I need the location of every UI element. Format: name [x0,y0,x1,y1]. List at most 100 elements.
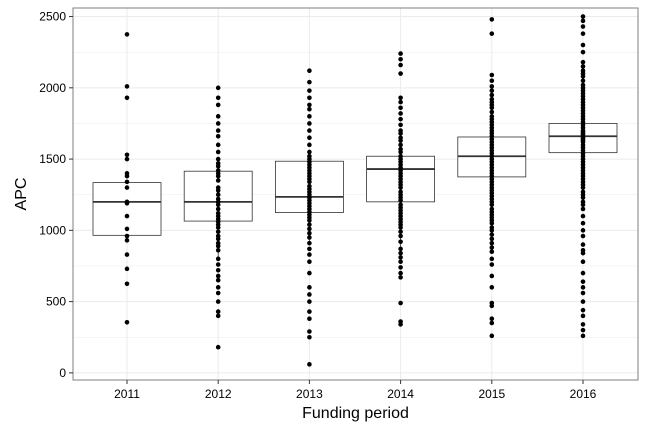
data-point [398,300,403,306]
data-point [398,229,403,235]
data-point [124,266,130,272]
data-point [124,156,130,162]
data-point [580,64,586,69]
data-point [215,114,221,119]
data-point [215,163,221,169]
data-point [307,226,312,232]
data-point [215,173,221,179]
data-point [215,243,221,249]
data-point [307,230,312,236]
data-point [580,327,586,333]
data-point [489,228,495,233]
data-point [124,281,130,287]
boxes [92,123,618,258]
data-point [398,270,403,276]
data-point [489,220,495,226]
x-tick-label: 2015 [478,387,505,401]
data-point [215,277,221,283]
y-tick-label: 0 [59,366,66,380]
points-2014 [398,51,403,327]
data-point [215,229,221,235]
data-point [580,202,586,207]
data-point [215,247,221,253]
data-point [580,206,586,212]
data-point [489,92,495,98]
data-point [307,95,312,101]
data-point [489,232,495,237]
data-point [580,78,586,83]
data-point [580,285,586,290]
data-point [580,333,586,339]
data-point [307,235,312,240]
data-point [398,122,403,128]
points-2011 [124,32,130,325]
data-point [398,259,403,265]
data-point [580,24,586,29]
data-point [489,256,495,262]
data-point [489,245,495,250]
data-point [215,285,221,290]
data-point [124,213,130,219]
data-point [489,78,495,83]
box-iqr [92,182,162,236]
data-point [124,319,130,325]
data-point [215,344,221,350]
data-point [124,32,130,37]
panel-border [72,7,639,381]
data-point [307,142,312,148]
data-point [489,303,495,309]
data-point [215,95,221,101]
data-point [215,133,221,139]
data-point [580,31,586,36]
data-point [489,262,495,267]
data-point [307,362,312,367]
data-point [124,173,130,179]
data-point [580,213,586,219]
data-point [489,316,495,322]
points-2012 [215,85,221,350]
y-tick-label: 2000 [39,81,66,95]
axes: 0 500 1000 1500 2000 2500 2011 2012 2013 2014 2015… [39,10,596,401]
data-point [398,322,403,327]
data-point [124,233,130,239]
data-point [398,95,403,101]
x-tick-label: 2013 [296,387,323,401]
data-point [307,309,312,314]
data-point [307,252,312,257]
y-axis-title: APC [13,178,30,211]
data-point [307,135,312,141]
data-point [489,31,495,36]
data-point [398,239,403,245]
data-point [307,121,312,126]
data-point [307,316,312,322]
data-point [398,198,403,203]
data-point [489,17,495,22]
data-point [398,71,403,76]
points-2015 [489,17,495,339]
data-point [398,233,403,239]
x-tick-label: 2016 [570,387,597,401]
data-point [580,49,586,55]
data-point [580,299,586,304]
data-point [489,105,495,111]
data-point [580,74,586,79]
data-point [307,149,312,155]
data-point [215,225,221,230]
data-point [580,185,586,190]
data-point [124,252,130,257]
data-point [580,290,586,296]
data-point [307,79,312,85]
points-2013 [307,68,312,367]
data-point [124,84,130,89]
data-point [580,270,586,276]
data-point [215,178,221,183]
data-point [307,240,312,246]
data-point [307,106,312,112]
data-point [580,228,586,233]
x-tick-label: 2012 [205,387,232,401]
data-point [580,59,586,65]
data-point [398,255,403,260]
data-point [489,72,495,78]
data-point [307,218,312,223]
